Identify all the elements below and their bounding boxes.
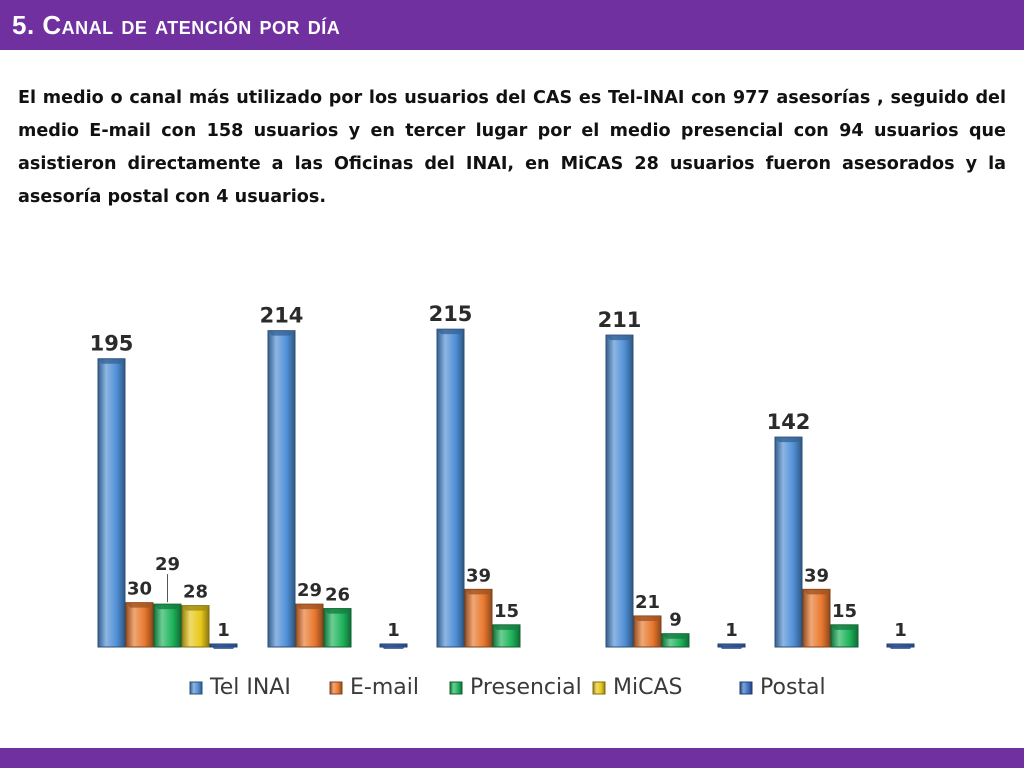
legend-swatch-tel-inai bbox=[189, 681, 203, 695]
legend-label: Tel INAI bbox=[209, 675, 291, 700]
data-label: 39 bbox=[804, 565, 829, 586]
data-label: 15 bbox=[832, 601, 857, 622]
bar-cap bbox=[465, 589, 492, 595]
legend-label: Presencial bbox=[470, 675, 582, 700]
data-label: 29 bbox=[297, 580, 322, 601]
data-label: 211 bbox=[598, 308, 642, 332]
data-label: 215 bbox=[429, 302, 473, 326]
slide-title: 5. Canal de atención por día bbox=[12, 10, 341, 40]
bar-cap bbox=[154, 604, 181, 610]
bar-cap bbox=[98, 358, 125, 364]
data-label: 21 bbox=[635, 592, 660, 613]
bar-e-mail-3 bbox=[464, 588, 493, 648]
bar-cap bbox=[718, 644, 745, 649]
bar-cap bbox=[887, 644, 914, 649]
bar-tel-inai-2 bbox=[267, 330, 296, 648]
legend-swatch-postal bbox=[739, 681, 753, 695]
bar-cap bbox=[662, 633, 689, 639]
data-label: 30 bbox=[127, 579, 152, 600]
bar-cap bbox=[634, 615, 661, 621]
bar-tel-inai-3 bbox=[436, 328, 465, 648]
data-label: 29 bbox=[155, 554, 180, 575]
bar-cap bbox=[182, 605, 209, 611]
bar-e-mail-4 bbox=[633, 615, 662, 648]
bar-presencial-1 bbox=[153, 603, 182, 648]
bar-e-mail-2 bbox=[295, 603, 324, 648]
data-label: 9 bbox=[669, 610, 682, 631]
legend-label: Postal bbox=[760, 675, 826, 700]
bar-cap bbox=[831, 624, 858, 630]
bar-tel-inai-5 bbox=[774, 436, 803, 648]
data-label: 1 bbox=[387, 620, 400, 641]
body-paragraph: El medio o canal más utilizado por los u… bbox=[18, 88, 1006, 207]
bar-presencial-2 bbox=[323, 608, 352, 648]
data-label: 28 bbox=[183, 582, 208, 603]
bar-cap bbox=[296, 604, 323, 610]
legend-label: MiCAS bbox=[613, 675, 682, 700]
bar-cap bbox=[606, 335, 633, 341]
data-label: 1 bbox=[725, 620, 738, 641]
bars-layer bbox=[97, 328, 915, 649]
bar-cap bbox=[380, 644, 407, 649]
bar-cap bbox=[210, 644, 237, 649]
legend-swatch-micas bbox=[592, 681, 606, 695]
bar-presencial-3 bbox=[492, 624, 521, 648]
title-bar: 5. Canal de atención por día bbox=[0, 0, 1024, 50]
bar-cap bbox=[437, 329, 464, 335]
chart-legend: Tel INAI E-mail Presencial MiCAS Postal bbox=[189, 675, 826, 700]
bar-cap bbox=[803, 589, 830, 595]
bar-micas-1 bbox=[181, 605, 210, 648]
bar-cap bbox=[268, 330, 295, 336]
legend-swatch-e-mail bbox=[329, 681, 343, 695]
bar-cap bbox=[493, 624, 520, 630]
bar-e-mail-1 bbox=[125, 602, 154, 648]
data-label: 26 bbox=[325, 585, 350, 606]
bottom-bar bbox=[0, 748, 1024, 768]
legend-swatch-presencial bbox=[449, 681, 463, 695]
data-label: 39 bbox=[466, 565, 491, 586]
data-label: 1 bbox=[217, 620, 230, 641]
bar-cap bbox=[126, 602, 153, 608]
data-label: 15 bbox=[494, 601, 519, 622]
data-label: 214 bbox=[260, 304, 304, 328]
data-label: 195 bbox=[90, 332, 134, 356]
data-label: 142 bbox=[767, 410, 811, 434]
bar-presencial-5 bbox=[830, 624, 859, 648]
bar-cap bbox=[324, 608, 351, 614]
bar-tel-inai-4 bbox=[605, 334, 634, 648]
bar-tel-inai-1 bbox=[97, 358, 126, 648]
legend-label: E-mail bbox=[350, 675, 419, 700]
bar-e-mail-5 bbox=[802, 588, 831, 648]
data-label: 1 bbox=[894, 620, 907, 641]
bar-cap bbox=[775, 437, 802, 443]
